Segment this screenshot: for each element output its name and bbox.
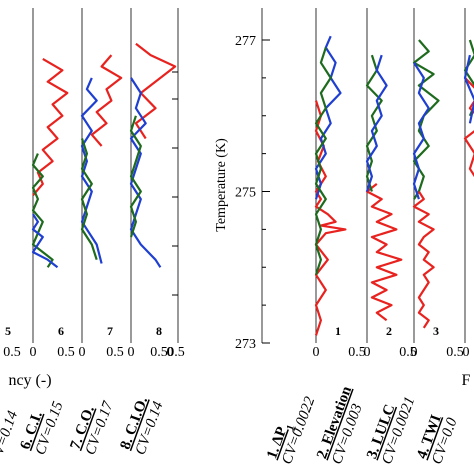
series-line-blue-panel-8: [129, 77, 162, 268]
x-tick-label: 0.5: [57, 345, 75, 360]
x-tick-label: 0: [411, 345, 418, 360]
x-tick-label: 0.5: [167, 345, 185, 360]
x-tick-label: 0: [167, 345, 174, 360]
series-line-blue-panel-4: [463, 54, 474, 124]
factor-label-8: 8. C.I.O.CV=0.14: [118, 395, 167, 457]
panel-number-5: 5: [5, 324, 11, 338]
factor-subscript: 1: [284, 423, 296, 431]
x-tick-label: 0.5: [150, 345, 168, 360]
panel-number-3: 3: [433, 324, 439, 338]
x-tick-label: 0.5: [446, 345, 464, 360]
y-tick-label: 277: [235, 34, 256, 49]
panel-number-7: 7: [107, 324, 113, 338]
series-line-blue-panel-6: [31, 213, 59, 269]
factor-label-5: V=0.14: [0, 408, 21, 457]
x-axis-label: F: [462, 372, 471, 389]
series-line-blue-panel-3: [412, 62, 430, 200]
y-tick-label: 273: [235, 337, 256, 352]
series-line-red-panel-8: [134, 42, 177, 140]
factor-cv: V=0.14: [0, 408, 21, 457]
x-tick-label: 0: [313, 345, 320, 360]
series-line-blue-panel-7: [80, 77, 103, 264]
x-tick-label: 0.5: [3, 345, 21, 360]
series-line-blue-panel-1: [314, 35, 342, 200]
series-line-red-panel-7: [90, 54, 123, 147]
panel-number-8: 8: [156, 324, 162, 338]
series-line-red-panel-2: [365, 183, 403, 322]
series-line-red-panel-3: [412, 190, 435, 329]
y-tick-label: 275: [235, 186, 256, 201]
y-axis-title: Temperature (K): [214, 138, 229, 232]
x-tick-label: 0: [463, 345, 470, 360]
panel-number-2: 2: [386, 324, 392, 338]
series-line-green-panel-1: [314, 47, 332, 276]
panel-number-6: 6: [58, 324, 64, 338]
x-tick-label: 0: [30, 345, 37, 360]
x-tick-label: 0: [79, 345, 86, 360]
series-line-blue-panel-2: [365, 54, 388, 192]
series-line-green-panel-8: [129, 115, 142, 238]
series-line-red-panel-4: [463, 77, 474, 178]
series-line-red-panel-6: [32, 57, 69, 197]
series-line-red-panel-1: [314, 100, 347, 336]
series-line-green-panel-4: [463, 39, 474, 117]
x-axis-label: ncy (-): [8, 372, 51, 389]
x-tick-label: 0: [364, 345, 371, 360]
factor-label-7: 7. C.O.CV=0.17: [68, 398, 118, 457]
factor-label-6: 6. C.I.CV=0.15: [18, 399, 67, 457]
x-tick-label: 0.5: [106, 345, 124, 360]
x-tick-label: 0.5: [348, 345, 366, 360]
x-tick-label: 0.5: [399, 345, 417, 360]
x-tick-label: 0: [128, 345, 135, 360]
panel-number-1: 1: [335, 324, 341, 338]
series-line-green-panel-6: [31, 153, 54, 268]
series-line-green-panel-7: [80, 138, 98, 261]
